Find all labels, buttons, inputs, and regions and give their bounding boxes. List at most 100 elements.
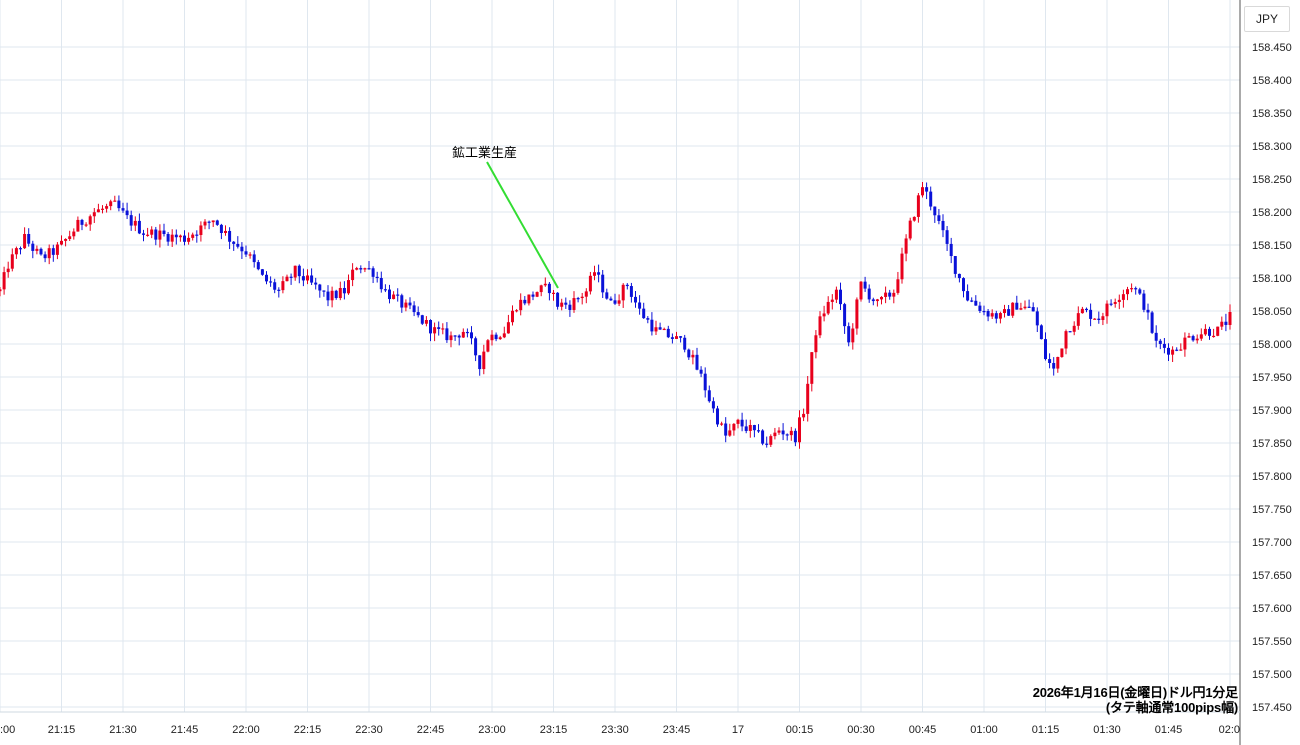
candle-body (728, 430, 732, 436)
candle (814, 330, 818, 359)
candle-body (1003, 309, 1006, 314)
candle-body (560, 302, 564, 307)
candle (670, 333, 674, 344)
candle-body (285, 276, 289, 282)
y-tick-label: 157.550 (1252, 636, 1292, 648)
candle (1175, 347, 1179, 352)
candle (482, 344, 486, 375)
candle (453, 335, 457, 341)
candle-body (531, 294, 535, 297)
y-tick-label: 158.200 (1252, 207, 1292, 219)
candle (777, 427, 781, 435)
candle-body (916, 195, 920, 217)
x-tick-label: 22:30 (355, 724, 383, 736)
candle-body (330, 290, 334, 301)
candle-body (949, 243, 953, 257)
candle-body (306, 275, 309, 281)
candle (1203, 324, 1207, 336)
candle-body (998, 313, 1002, 319)
x-tick-label: 00:45 (909, 724, 937, 736)
candle-body (244, 251, 248, 255)
candle-body (990, 313, 994, 317)
candle (785, 433, 789, 441)
candle (793, 428, 797, 447)
candle (966, 284, 970, 302)
candle-body (461, 331, 465, 338)
candle-body (416, 312, 420, 316)
x-tick-label: 21:30 (109, 724, 137, 736)
candle (1146, 303, 1150, 320)
candle-body (101, 208, 104, 210)
x-axis-tick-labels: :00 21:15 21:30 21:45 22:00 22:15 22:30 22:45 23… (0, 724, 1240, 736)
candle-body (884, 292, 888, 297)
candle-body (1150, 312, 1154, 333)
candle (1113, 298, 1117, 308)
candle-body (564, 302, 568, 305)
candle (273, 278, 277, 294)
candle-body (625, 284, 629, 287)
candle (1048, 353, 1052, 369)
candle (601, 269, 605, 299)
x-tick-label: 23:45 (663, 724, 691, 736)
candle (769, 434, 773, 448)
candle-body (1019, 308, 1023, 310)
candle-body (23, 233, 27, 249)
candle (322, 290, 326, 297)
candle-body (785, 434, 789, 436)
candle (818, 311, 822, 339)
candle (560, 298, 564, 311)
candle-body (777, 430, 781, 433)
candle (703, 367, 707, 398)
candle-body (457, 335, 461, 338)
candle-body (441, 328, 445, 330)
candle (10, 248, 14, 272)
candle (1003, 304, 1006, 318)
candle (547, 282, 551, 301)
candle-body (277, 289, 281, 291)
candle-body (215, 220, 219, 225)
candle-body (326, 291, 330, 301)
candle (515, 309, 519, 313)
candle (293, 265, 297, 281)
candle (117, 195, 121, 212)
candle-body (424, 320, 428, 324)
candle-body (1171, 349, 1175, 355)
candle-body (584, 291, 588, 297)
candle-body (228, 230, 232, 242)
candle (863, 276, 867, 292)
candle-body (683, 337, 687, 350)
candle (781, 423, 785, 441)
candle-body (1080, 308, 1084, 314)
candle (392, 291, 396, 300)
candle-body (769, 436, 773, 445)
candle-body (0, 289, 2, 292)
candle (597, 264, 601, 283)
candle-body (904, 238, 908, 254)
candle (105, 203, 109, 213)
candle (880, 296, 883, 305)
currency-selector[interactable]: JPY (1244, 6, 1290, 32)
candle (121, 202, 125, 213)
candle-body (732, 423, 736, 431)
candle (265, 271, 268, 285)
candle-body (679, 336, 683, 338)
candle (154, 226, 158, 246)
candle-body (490, 334, 494, 341)
axes (0, 0, 1241, 745)
candle-body (1109, 303, 1113, 305)
candle (543, 277, 547, 287)
candle (306, 269, 309, 285)
x-tick-label: 21:15 (48, 724, 76, 736)
annotation-label: 鉱工業生産 (452, 145, 517, 160)
candle-body (137, 220, 141, 234)
candle-body (1076, 313, 1080, 326)
candle (843, 302, 847, 334)
candle (711, 397, 715, 413)
candle-body (748, 425, 752, 431)
candle (486, 339, 490, 353)
candle-body (580, 296, 584, 299)
candle-body (80, 219, 84, 225)
x-tick-label: 02:0 (1219, 724, 1240, 736)
candle-body (260, 269, 264, 275)
